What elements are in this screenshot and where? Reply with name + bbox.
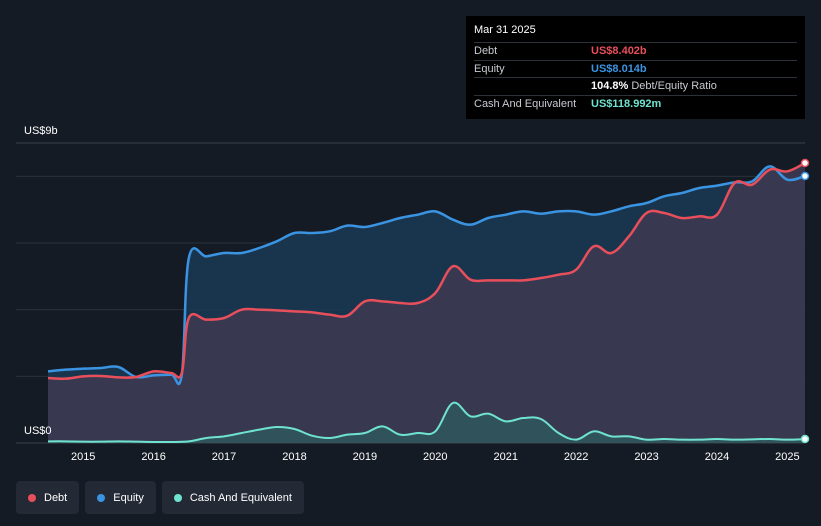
x-tick-label: 2017	[212, 451, 236, 463]
cash-end-marker	[800, 434, 810, 444]
tooltip-ratio-value: 104.8%	[591, 80, 629, 93]
cash-line	[47, 401, 806, 444]
tooltip-cash-label: Cash And Equivalent	[474, 97, 577, 110]
legend-equity-label: Equity	[113, 491, 144, 504]
tooltip-row-equity: Equity US$8.014b	[474, 59, 797, 78]
tooltip-date: Mar 31 2025	[474, 24, 536, 36]
debt-area	[48, 163, 805, 443]
x-tick-label: 2020	[423, 451, 447, 463]
chart-legend: Debt Equity Cash And Equivalent	[16, 481, 304, 514]
x-tick-label: 2024	[705, 451, 729, 463]
tooltip-row-debt: Debt US$8.402b	[474, 42, 797, 60]
x-tick-label: 2016	[141, 451, 165, 463]
legend-cash-label: Cash And Equivalent	[189, 491, 292, 504]
tooltip-cash-value: US$118.992m	[591, 97, 662, 110]
legend-item-equity[interactable]: Equity	[85, 481, 156, 514]
equity-dot-icon	[97, 493, 106, 502]
x-tick-label: 2023	[634, 451, 658, 463]
x-tick-label: 2021	[493, 451, 517, 463]
legend-item-debt[interactable]: Debt	[16, 481, 80, 514]
legend-debt-label: Debt	[44, 491, 68, 504]
chart-tooltip: Mar 31 2025 Debt US$8.402b Equity US$8.0…	[466, 16, 805, 119]
tooltip-equity-value: US$8.014b	[591, 62, 647, 75]
tooltip-row-ratio: 104.8% Debt/Equity Ratio	[474, 77, 797, 95]
y-axis-top-label: US$9b	[24, 125, 58, 137]
cash-dot-icon	[173, 493, 182, 502]
tooltip-debt-label: Debt	[474, 45, 498, 58]
x-tick-label: 2018	[282, 451, 306, 463]
tooltip-equity-label: Equity	[474, 62, 505, 75]
tooltip-row-cash: Cash And Equivalent US$118.992m	[474, 94, 797, 113]
debt-line	[47, 161, 806, 380]
equity-line	[47, 165, 806, 386]
x-tick-label: 2022	[564, 451, 588, 463]
equity-end-marker	[800, 171, 810, 181]
x-tick-label: 2025	[775, 451, 799, 463]
debt-dot-icon	[28, 493, 36, 502]
y-axis-bottom-label: US$0	[24, 425, 52, 437]
legend-item-cash[interactable]: Cash And Equivalent	[161, 481, 304, 514]
debt-end-marker	[800, 158, 810, 168]
x-tick-label: 2015	[71, 451, 95, 463]
tooltip-debt-value: US$8.402b	[591, 45, 647, 58]
tooltip-ratio-label: Debt/Equity Ratio	[631, 80, 717, 93]
x-tick-label: 2019	[353, 451, 377, 463]
